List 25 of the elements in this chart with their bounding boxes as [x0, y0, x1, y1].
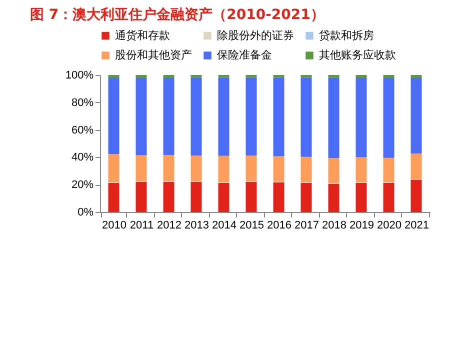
x-tick-label: 2018	[322, 220, 346, 232]
legend-label: 通货和存款	[115, 28, 170, 42]
x-tick-label: 2014	[212, 220, 236, 232]
x-tick-label: 2015	[240, 220, 264, 232]
x-tick-label: 2016	[267, 220, 292, 232]
x-tick-label: 2019	[350, 220, 374, 232]
legend-label: 除股份外的证券	[217, 28, 294, 42]
legend-label: 贷款和拆房	[319, 28, 374, 42]
y-tick-label: 60%	[71, 124, 94, 136]
legend-label: 保险准备金	[217, 48, 272, 62]
x-tick-label: 2013	[184, 220, 209, 232]
x-tick-label: 2017	[294, 220, 319, 232]
legend-label: 股份和其他资产	[115, 48, 192, 62]
legend-label: 其他账务应收款	[319, 48, 396, 62]
x-tick-label: 2010	[102, 220, 126, 232]
y-tick-label: 40%	[71, 152, 94, 164]
y-tick-label: 20%	[71, 179, 94, 192]
x-tick-label: 2020	[377, 220, 402, 232]
x-tick-label: 2011	[130, 220, 154, 232]
y-tick-label: 0%	[78, 206, 94, 218]
y-tick-label: 100%	[65, 70, 94, 82]
x-tick-label: 2021	[404, 220, 429, 232]
y-tick-label: 80%	[71, 96, 94, 109]
x-tick-label: 2012	[157, 220, 182, 232]
chart-title: 图 7：澳大利亚住户金融资产（2010-2021）	[30, 6, 324, 23]
